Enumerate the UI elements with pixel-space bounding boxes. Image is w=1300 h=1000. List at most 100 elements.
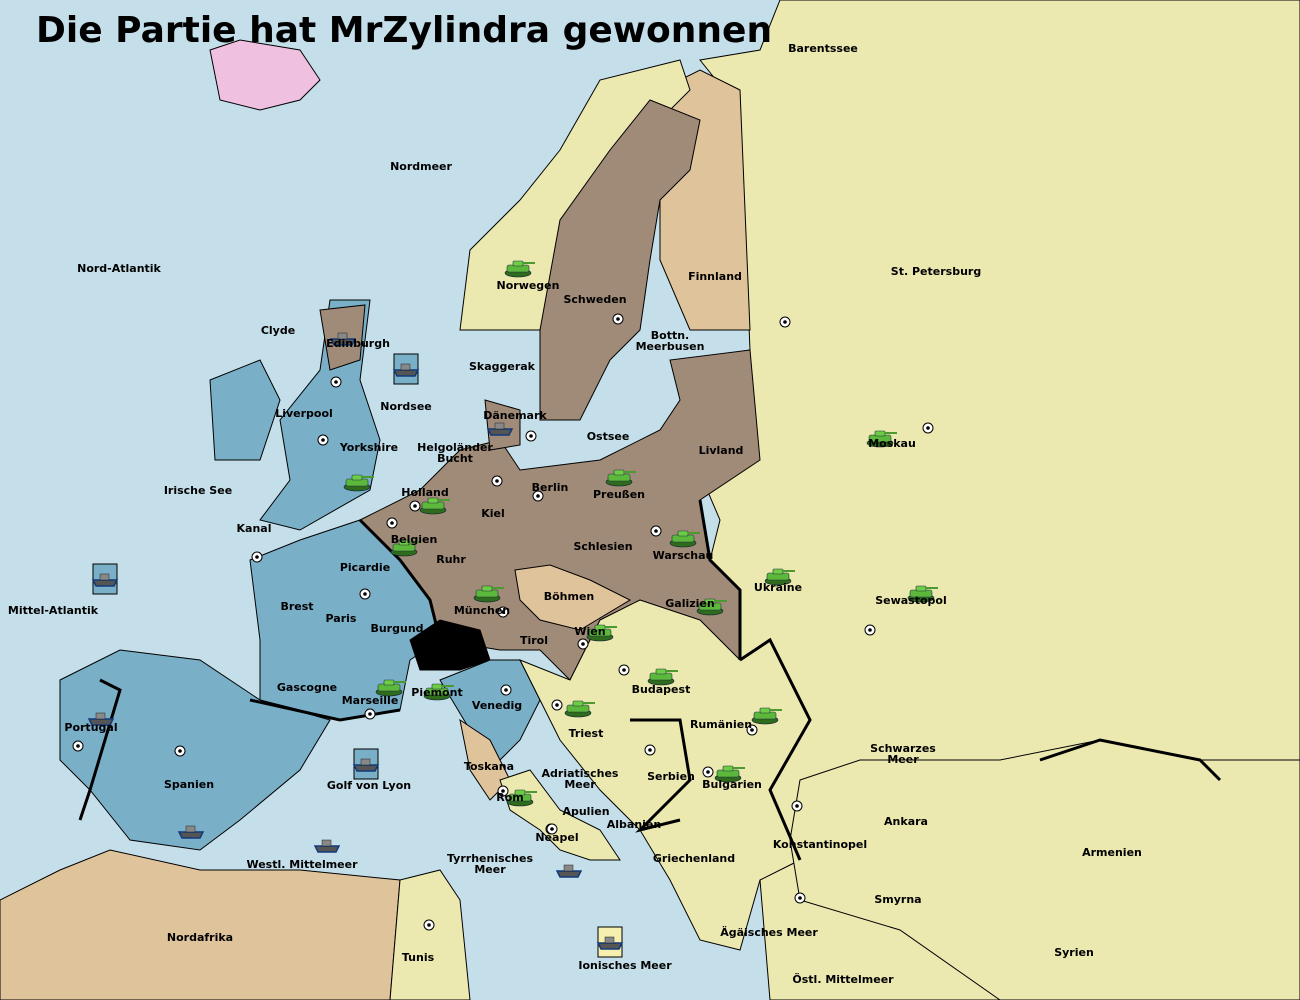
province-label: Clyde: [261, 324, 295, 337]
province-label: Brest: [280, 600, 313, 613]
land-bohemia[interactable]: [514, 564, 632, 631]
supply-center-icon: [497, 606, 509, 618]
tank-icon[interactable]: [506, 789, 537, 807]
province-label: Rom: [496, 791, 524, 804]
tank-icon[interactable]: [564, 700, 595, 718]
ship-icon[interactable]: [329, 332, 357, 346]
ship-icon[interactable]: [596, 926, 624, 958]
province-label: Burgund: [370, 622, 423, 635]
land-sweden[interactable]: [539, 99, 701, 421]
tank-icon[interactable]: [423, 683, 454, 701]
supply-center-icon: [251, 551, 263, 563]
province-label: Rumänien: [690, 718, 752, 731]
supply-center-icon: [317, 434, 329, 446]
supply-center-icon: [864, 624, 876, 636]
supply-center-icon: [612, 313, 624, 325]
land-nafrica[interactable]: [0, 849, 401, 1000]
land-turkey[interactable]: [789, 739, 1300, 1000]
ship-icon[interactable]: [392, 353, 420, 385]
ship-icon[interactable]: [87, 712, 115, 726]
province-label: Kanal: [237, 522, 272, 535]
supply-center-icon: [330, 376, 342, 388]
tank-icon[interactable]: [586, 624, 617, 642]
province-label: Kiel: [481, 507, 505, 520]
province-label: Wien: [574, 625, 605, 638]
province-label: Neapel: [535, 831, 578, 844]
supply-center-icon: [532, 490, 544, 502]
ship-icon[interactable]: [91, 563, 119, 595]
supply-center-icon: [791, 800, 803, 812]
ship-icon[interactable]: [555, 864, 583, 878]
province-label: Smyrna: [874, 893, 921, 906]
province-label: Yorkshire: [339, 441, 398, 454]
tank-icon[interactable]: [473, 585, 504, 603]
tank-icon[interactable]: [390, 539, 421, 557]
province-label: Venedig: [472, 699, 522, 712]
tank-icon[interactable]: [907, 585, 938, 603]
tank-icon[interactable]: [504, 260, 535, 278]
ship-icon[interactable]: [313, 839, 341, 853]
province-label: Ruhr: [436, 553, 466, 566]
province-label: Schweden: [563, 293, 626, 306]
tank-icon[interactable]: [669, 530, 700, 548]
tank-icon[interactable]: [696, 598, 727, 616]
province-label: Gascogne: [277, 681, 337, 694]
supply-center-icon: [359, 588, 371, 600]
province-label: Preußen: [593, 488, 645, 501]
province-label: Sewastopol: [875, 594, 947, 607]
ship-icon[interactable]: [177, 825, 205, 839]
tank-icon[interactable]: [419, 497, 450, 515]
province-label: Tirol: [520, 634, 548, 647]
tank-icon[interactable]: [751, 707, 782, 725]
land-tunis[interactable]: [389, 869, 471, 1000]
tank-icon[interactable]: [866, 430, 897, 448]
supply-center-icon: [546, 823, 558, 835]
province-label: Picardie: [340, 561, 390, 574]
power-border: [1039, 738, 1222, 782]
power-border: [630, 718, 692, 833]
province-label: Apulien: [562, 805, 609, 818]
tank-icon[interactable]: [605, 469, 636, 487]
province-label: München: [454, 604, 510, 617]
province-label: Albanien: [607, 818, 661, 831]
supply-center-icon: [702, 766, 714, 778]
supply-center-icon: [551, 699, 563, 711]
province-label: Ionisches Meer: [578, 959, 672, 972]
province-label: Portugal: [64, 721, 117, 734]
province-label: St. Petersburg: [891, 265, 981, 278]
supply-center-icon: [746, 724, 758, 736]
land-iberia[interactable]: [59, 649, 331, 851]
province-label: Galizien: [665, 597, 714, 610]
ship-icon[interactable]: [486, 422, 514, 436]
supply-center-icon: [500, 684, 512, 696]
province-label: Norwegen: [497, 279, 560, 292]
ship-icon[interactable]: [352, 748, 380, 780]
province-label: Armenien: [1082, 846, 1142, 859]
supply-center-icon: [644, 744, 656, 756]
province-label: Syrien: [1054, 946, 1094, 959]
supply-center-icon: [409, 500, 421, 512]
tank-icon[interactable]: [375, 679, 406, 697]
tank-icon[interactable]: [714, 765, 745, 783]
province-label: Nordafrika: [167, 931, 233, 944]
tank-icon[interactable]: [647, 668, 678, 686]
tank-icon[interactable]: [343, 474, 374, 492]
province-label: Adriatisches Meer: [542, 767, 619, 791]
province-label: Edinburgh: [326, 337, 390, 350]
province-label: Ankara: [884, 815, 928, 828]
province-label: Liverpool: [275, 407, 333, 420]
land-iceland[interactable]: [209, 39, 321, 111]
supply-center-icon: [491, 475, 503, 487]
tank-icon[interactable]: [764, 568, 795, 586]
province-label: Livland: [699, 444, 744, 457]
power-border: [358, 518, 442, 641]
power-border: [78, 678, 122, 821]
province-label: Finnland: [688, 270, 742, 283]
province-label: Serbien: [647, 770, 695, 783]
province-label: Bottn. Meerbusen: [636, 329, 705, 353]
land-ireland[interactable]: [209, 359, 281, 461]
province-label: Skaggerak: [469, 360, 536, 373]
province-label: Moskau: [868, 437, 916, 450]
province-label: Griechenland: [653, 852, 735, 865]
